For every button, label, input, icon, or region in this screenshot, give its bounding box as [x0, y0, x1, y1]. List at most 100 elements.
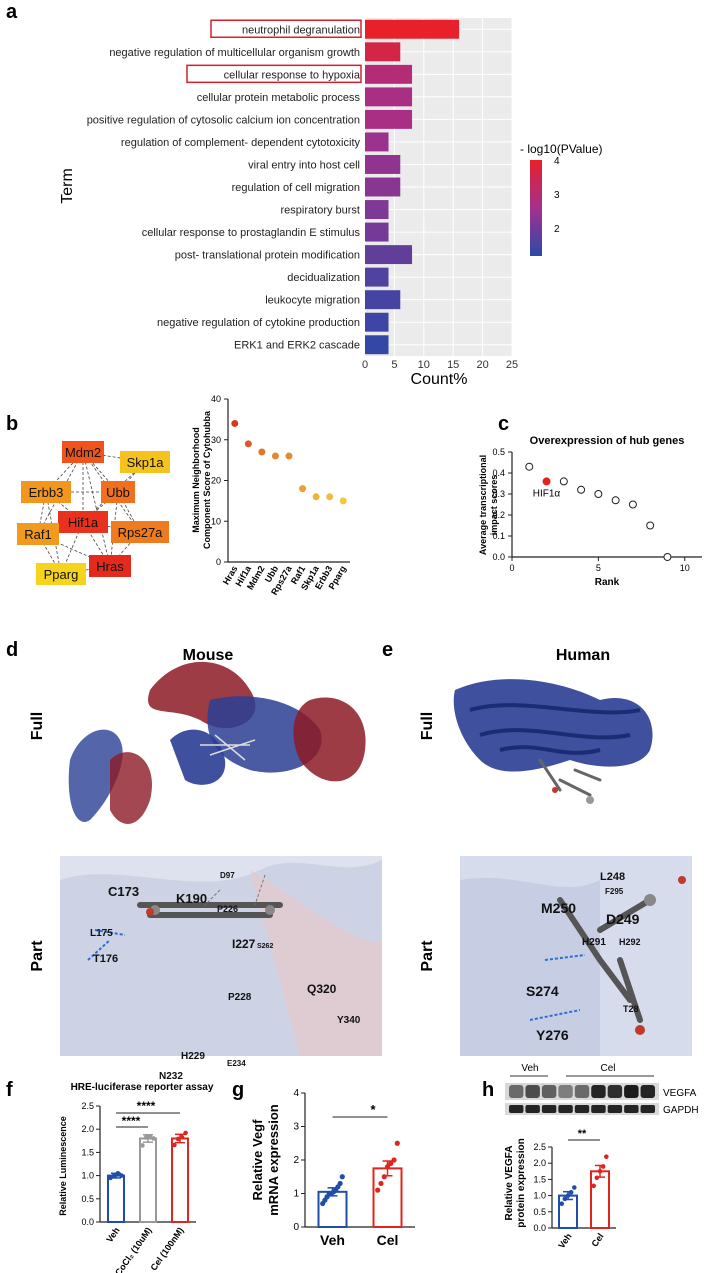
- panel-c-point: [663, 553, 672, 561]
- panel-a-bar: [365, 132, 389, 152]
- panel-e-residue-label: D249: [606, 911, 640, 927]
- panel-b-network: Mdm2 Skp1a Erbb3 Ubb Hif1a Raf1 Rps27a Pparg Hra…: [17, 441, 170, 585]
- panel-g-data-point: [378, 1180, 384, 1187]
- panel-h-group-cel: Cel: [600, 1063, 615, 1074]
- panel-letter-d: d: [6, 639, 18, 661]
- panel-g-data-point: [337, 1180, 343, 1187]
- panel-b-ytick-label: 0: [216, 557, 221, 567]
- panel-h-band-gapdh-lane: [541, 1105, 557, 1113]
- panel-a-bar: [365, 87, 413, 107]
- panel-h-data-point: [568, 1190, 574, 1195]
- panel-h-band-vegfa-lane: [607, 1085, 623, 1098]
- panel-f-data-point: [119, 1173, 124, 1178]
- panel-b-network-node: [62, 441, 104, 463]
- panel-b-ytick-label: 40: [211, 394, 221, 404]
- panel-e-residue-label: F295: [605, 887, 624, 896]
- panel-g-xtick-label: Cel: [377, 1232, 399, 1248]
- panel-a-term-label: viral entry into host cell: [248, 159, 360, 171]
- panel-b-network-edge: [82, 451, 111, 567]
- panel-g-ytick-label: 4: [293, 1088, 299, 1099]
- panel-g-ylabel-1: Relative Vegf: [250, 1119, 265, 1201]
- panel-h-band-vegfa-lane: [541, 1085, 557, 1098]
- panel-c-point: [525, 462, 534, 471]
- panel-d-residue-label: E234: [227, 1059, 246, 1068]
- panel-c-title: Overexpression of hub genes: [530, 435, 685, 447]
- panel-g-data-point: [384, 1164, 391, 1170]
- panel-h-ytick-label: 1.0: [533, 1191, 546, 1201]
- panel-f-xtick-label: Veh: [104, 1225, 121, 1244]
- panel-e-title: Human: [556, 647, 610, 664]
- panel-h-group-veh: Veh: [521, 1063, 538, 1074]
- panel-h-band-gapdh-lane: [640, 1105, 655, 1113]
- panel-e-residue-label: S274: [526, 983, 559, 999]
- panel-a-term-label: negative regulation of multicellular org…: [109, 47, 360, 59]
- panel-b-network-node: [89, 555, 131, 577]
- panel-e-residue-label: T28: [623, 1004, 639, 1014]
- panel-c-scatter: 0.0 0.1 0.2 0.3 0.4 0.5 0 5 10 HIF1α Rank Average t…: [478, 447, 702, 588]
- panel-h-band-vegfa-lane: [591, 1085, 606, 1098]
- panel-h-ytick-label: 1.5: [533, 1174, 546, 1184]
- panel-g-ylabel-2: mRNA expression: [266, 1104, 281, 1216]
- panel-b-network-node-label: Hras: [96, 559, 124, 574]
- panel-e-residue-label: H291: [582, 937, 606, 948]
- panel-c-point: [611, 496, 620, 505]
- panel-g-ytick-label: 3: [293, 1122, 299, 1133]
- panel-h-bar: [558, 1194, 578, 1229]
- panel-e-residue-label: Y276: [536, 1027, 569, 1043]
- panel-h-band-vegfa-lane: [640, 1085, 655, 1098]
- panel-b-network-edge: [82, 451, 141, 533]
- panel-b-ylabel-2: Component Score of Cytohubba: [202, 410, 212, 549]
- panel-e-row-part: Part: [419, 940, 436, 972]
- panel-a-bar: [365, 222, 389, 242]
- panel-a-legend-tick-2: 2: [554, 224, 560, 235]
- panel-a-bar: [365, 267, 389, 287]
- panel-f-title: HRE-luciferase reporter assay: [71, 1082, 214, 1093]
- panel-a-term-label: regulation of cell migration: [232, 182, 360, 194]
- panel-h-ytick-label: 2.5: [533, 1142, 546, 1152]
- panel-h-ytick-label: 2.0: [533, 1158, 546, 1168]
- panel-c-point: [559, 477, 568, 486]
- panel-b-point: [299, 485, 307, 493]
- panel-b-ytick-label: 20: [211, 476, 221, 486]
- panel-h-band-vegfa-lane: [509, 1085, 524, 1098]
- panel-g-ytick-label: 1: [293, 1189, 299, 1200]
- panel-a-xtick-label: 20: [476, 359, 488, 371]
- panel-h-data-point: [604, 1154, 609, 1160]
- panel-h-band-vegfa-lane: [624, 1085, 639, 1098]
- panel-b-network-node: [36, 563, 86, 585]
- panel-g-sig: *: [370, 1102, 376, 1117]
- panel-a-bar: [365, 155, 401, 174]
- panel-b-network-node-label: Ubb: [106, 485, 130, 500]
- panel-b-ytick-label: 30: [211, 435, 221, 445]
- panel-b-point: [231, 419, 239, 427]
- panel-b-network-node-label: Hif1a: [68, 515, 99, 530]
- panel-b-point: [312, 493, 320, 501]
- panel-c-xtick-label: 0: [509, 563, 514, 573]
- panel-g-data-point: [391, 1157, 397, 1163]
- panel-f-data-point: [151, 1136, 156, 1141]
- panel-d-row-full: Full: [29, 712, 46, 740]
- panel-h-band-vegfa: VEGFA: [663, 1088, 697, 1099]
- panel-f-ytick-label: 0.0: [81, 1217, 94, 1227]
- panel-a-bar: [365, 290, 401, 310]
- panel-b-point: [339, 497, 347, 505]
- panel-e-residue-label: M250: [541, 900, 576, 916]
- panel-a-bar: [365, 109, 413, 129]
- panel-d-residue-label: C173: [108, 884, 139, 899]
- panel-c-point: [542, 477, 551, 486]
- panel-b-network-node-label: Erbb3: [29, 485, 64, 500]
- panel-h-band-gapdh-lane: [591, 1105, 606, 1113]
- panel-b-point: [285, 452, 293, 460]
- panel-d-residue-label: S262: [257, 943, 273, 950]
- panel-h-data-point: [559, 1201, 564, 1206]
- panel-a-term-label: respiratory burst: [281, 205, 360, 217]
- panel-a-legend-tick-4: 4: [554, 156, 560, 167]
- panel-a-xtick-label: 5: [391, 359, 397, 371]
- panel-f-data-point: [143, 1135, 149, 1140]
- panel-c-xtick-label: 5: [596, 563, 601, 573]
- panel-h-band-vegfa-lane: [558, 1085, 573, 1098]
- panel-f-data-point: [183, 1130, 188, 1136]
- panel-a-highlight-box: [186, 64, 362, 84]
- panel-a-xlabel: Count%: [411, 371, 468, 388]
- panel-f-data-point: [140, 1143, 145, 1148]
